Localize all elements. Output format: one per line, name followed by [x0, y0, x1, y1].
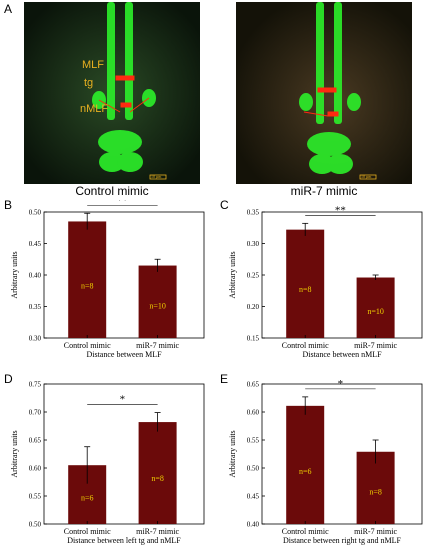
y-tick-label-d: 0.75: [29, 381, 42, 389]
chart-d: 0.50 0.55 0.60 0.65 0.70 0.75 Arbitrary units n…: [10, 381, 205, 545]
chart-b: 0.30 0.35 0.40 0.45 0.50 Arbitrary units n=8 Co…: [10, 200, 205, 359]
tg-label: tg: [84, 77, 93, 89]
scale-bar-right: 10 µm: [361, 174, 372, 179]
x-axis-label-d: Distance between left tg and nMLF: [67, 536, 181, 545]
panel-label-a: A: [4, 2, 13, 16]
x-tick-label-b-2: miR-7 mimic: [136, 341, 179, 350]
mir7-mimic-image: 10 µm: [236, 2, 412, 184]
y-tick-label-d: 0.60: [29, 465, 42, 473]
control-mimic-fluorescence: MLF tg nMLF 10 µm: [24, 2, 200, 184]
y-tick-label-e: 0.50: [247, 465, 260, 473]
x-tick-label-d-2: miR-7 mimic: [136, 527, 179, 536]
plot-frame-e: [261, 383, 423, 525]
plot-frame-c: [261, 211, 423, 339]
significance-stars-c: **: [335, 204, 346, 216]
panel-label-c: C: [220, 198, 229, 212]
nmlf-label: nMLF: [80, 103, 108, 115]
count-label-b-1: n=8: [81, 282, 94, 291]
y-tick-label-d: 0.55: [29, 493, 42, 501]
x-tick-label-c-2: miR-7 mimic: [354, 341, 397, 350]
chart-c: 0.15 0.20 0.25 0.30 0.35 Arbitrary units n=8 Co…: [228, 204, 423, 359]
x-tick-label-e-1: Control mimic: [282, 527, 329, 536]
bar-e-2: [356, 451, 395, 524]
y-tick-label-b: 0.40: [29, 272, 42, 280]
panel-label-d: D: [4, 372, 13, 386]
y-tick-label-b: 0.50: [29, 209, 42, 217]
plot-frame-d: [43, 383, 205, 525]
y-axis-label-d: Arbitrary units: [10, 430, 19, 477]
x-tick-label-e-2: miR-7 mimic: [354, 527, 397, 536]
panel-label-e: E: [220, 372, 229, 386]
count-label-e-1: n=6: [299, 467, 312, 476]
panel-label-b: B: [4, 198, 13, 212]
y-tick-label-d: 0.70: [29, 409, 42, 417]
x-tick-label-c-1: Control mimic: [282, 341, 329, 350]
significance-stars-d: *: [120, 394, 126, 406]
y-axis-label-b: Arbitrary units: [10, 251, 19, 298]
y-tick-label-c: 0.20: [247, 303, 260, 311]
y-tick-label-c: 0.15: [247, 335, 260, 343]
bar-c-2: [356, 277, 395, 338]
significance-stars-e: *: [338, 378, 344, 390]
y-tick-label-c: 0.25: [247, 272, 260, 280]
y-tick-label-d: 0.50: [29, 521, 42, 529]
y-tick-label-e: 0.45: [247, 493, 260, 501]
mlf-label: MLF: [82, 59, 104, 71]
count-label-c-2: n=10: [367, 307, 384, 316]
chart-e: 0.40 0.45 0.50 0.55 0.60 0.65 Arbitrary units n…: [228, 378, 423, 545]
count-label-b-2: n=10: [149, 301, 166, 310]
y-tick-label-b: 0.45: [29, 240, 42, 248]
bar-c-1: [286, 229, 325, 338]
bar-b-2: [138, 265, 177, 338]
count-label-c-1: n=8: [299, 285, 312, 294]
y-axis-label-c: Arbitrary units: [228, 251, 237, 298]
scale-bar-left: 10 µm: [151, 174, 162, 179]
bar-b-1: [68, 221, 107, 338]
y-tick-label-c: 0.30: [247, 240, 260, 248]
significance-stars-b: **: [117, 200, 128, 206]
mir7-mimic-caption: miR-7 mimic: [290, 184, 358, 198]
y-tick-label-e: 0.65: [247, 381, 260, 389]
count-label-e-2: n=8: [369, 487, 382, 496]
x-tick-label-d-1: Control mimic: [64, 527, 111, 536]
mir7-mimic-fluorescence: 10 µm: [236, 2, 412, 184]
y-tick-label-e: 0.55: [247, 437, 260, 445]
count-label-d-1: n=6: [81, 494, 94, 503]
y-tick-label-e: 0.60: [247, 409, 260, 417]
count-label-d-2: n=8: [151, 474, 164, 483]
bar-d-2: [138, 422, 177, 524]
plot-frame-b: [43, 211, 205, 339]
x-axis-label-e: Distance between right tg and nMLF: [283, 536, 402, 545]
bar-e-1: [286, 405, 325, 524]
y-tick-label-e: 0.40: [247, 521, 260, 529]
y-tick-label-d: 0.65: [29, 437, 42, 445]
y-axis-label-e: Arbitrary units: [228, 430, 237, 477]
control-mimic-image: MLF tg nMLF 10 µm: [24, 2, 200, 184]
control-mimic-caption: Control mimic: [75, 184, 149, 198]
y-tick-label-b: 0.35: [29, 303, 42, 311]
x-axis-label-b: Distance between MLF: [86, 350, 162, 359]
x-axis-label-c: Distance between nMLF: [302, 350, 382, 359]
y-tick-label-b: 0.30: [29, 335, 42, 343]
x-tick-label-b-1: Control mimic: [64, 341, 111, 350]
y-tick-label-c: 0.35: [247, 209, 260, 217]
